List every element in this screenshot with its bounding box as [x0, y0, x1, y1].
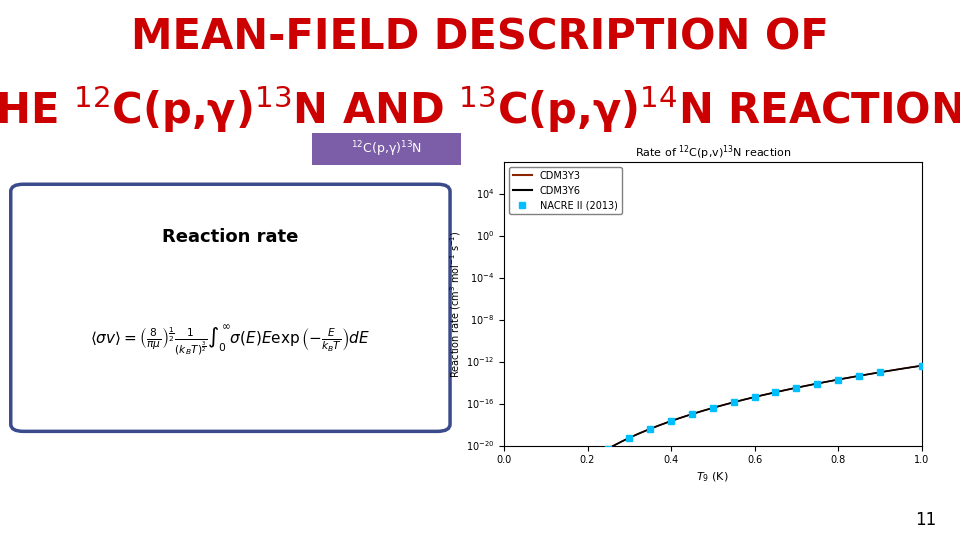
NACRE II (2013) — [728, 399, 739, 406]
NACRE II (2013) — [811, 380, 823, 387]
FancyBboxPatch shape — [11, 184, 450, 431]
CDM3Y6 — [549, 489, 561, 495]
NACRE II (2013) — [916, 362, 927, 369]
NACRE II (2013) — [603, 446, 614, 452]
CDM3Y3 — [549, 488, 561, 495]
NACRE II (2013) — [527, 523, 539, 530]
NACRE II (2013) — [665, 418, 677, 424]
CDM3Y6 — [800, 383, 811, 389]
NACRE II (2013) — [561, 476, 572, 482]
Title: Rate of $^{12}$C(p,v)$^{13}$N reaction: Rate of $^{12}$C(p,v)$^{13}$N reaction — [635, 143, 791, 162]
NACRE II (2013) — [582, 458, 593, 465]
CDM3Y3 — [664, 418, 676, 425]
CDM3Y6 — [761, 391, 773, 397]
Text: THE $^{12}$C(p,γ)$^{13}$N AND $^{13}$C(p,γ)$^{14}$N REACTIONS: THE $^{12}$C(p,γ)$^{13}$N AND $^{13}$C(p… — [0, 84, 960, 135]
Text: MEAN-FIELD DESCRIPTION OF: MEAN-FIELD DESCRIPTION OF — [132, 16, 828, 58]
CDM3Y3 — [916, 362, 927, 369]
CDM3Y6 — [916, 362, 927, 369]
Text: 11: 11 — [915, 511, 936, 529]
Text: Reaction rate: Reaction rate — [162, 227, 299, 246]
NACRE II (2013) — [523, 534, 535, 540]
Text: $^{12}$C(p,γ)$^{13}$N: $^{12}$C(p,γ)$^{13}$N — [350, 139, 422, 159]
NACRE II (2013) — [874, 369, 885, 375]
NACRE II (2013) — [536, 507, 547, 514]
X-axis label: $T_9$ (K): $T_9$ (K) — [696, 471, 730, 484]
CDM3Y6 — [664, 418, 676, 425]
NACRE II (2013) — [540, 501, 551, 507]
CDM3Y3 — [761, 391, 773, 397]
CDM3Y3 — [800, 382, 811, 389]
CDM3Y3 — [802, 382, 813, 389]
NACRE II (2013) — [548, 489, 560, 496]
NACRE II (2013) — [644, 426, 656, 432]
NACRE II (2013) — [790, 384, 802, 391]
Line: CDM3Y6: CDM3Y6 — [504, 366, 922, 540]
NACRE II (2013) — [532, 515, 543, 521]
NACRE II (2013) — [707, 404, 718, 411]
Legend: CDM3Y3, CDM3Y6, NACRE II (2013): CDM3Y3, CDM3Y6, NACRE II (2013) — [509, 167, 622, 214]
NACRE II (2013) — [770, 389, 781, 395]
Y-axis label: Reaction rate (cm$^3$ mol$^{-1}$ s$^{-1}$): Reaction rate (cm$^3$ mol$^{-1}$ s$^{-1}… — [448, 230, 463, 377]
NACRE II (2013) — [832, 376, 844, 383]
Text: $\langle\sigma v\rangle = \left(\frac{8}{\pi\mu}\right)^{\frac{1}{2}} \frac{1}{(: $\langle\sigma v\rangle = \left(\frac{8}… — [90, 324, 371, 359]
NACRE II (2013) — [686, 411, 698, 417]
Line: CDM3Y3: CDM3Y3 — [504, 366, 922, 540]
NACRE II (2013) — [749, 394, 760, 400]
NACRE II (2013) — [853, 373, 865, 379]
Line: NACRE II (2013): NACRE II (2013) — [503, 362, 925, 540]
NACRE II (2013) — [624, 435, 636, 441]
CDM3Y6 — [635, 430, 646, 436]
CDM3Y6 — [802, 382, 813, 389]
CDM3Y3 — [635, 430, 646, 436]
